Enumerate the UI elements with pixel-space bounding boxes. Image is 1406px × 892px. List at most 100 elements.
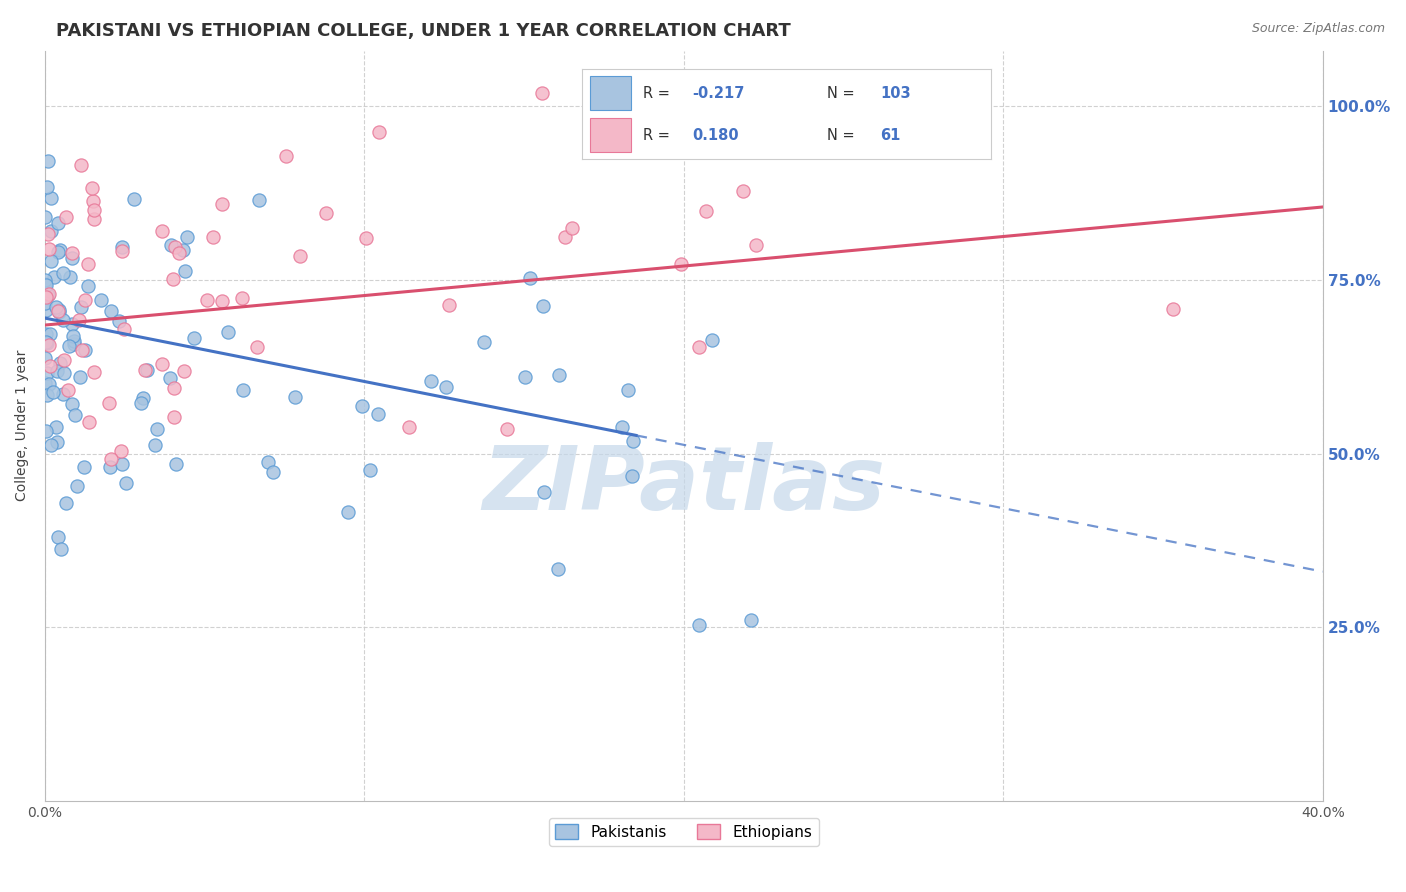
Point: [39, 438, 62, 452]
Point: [159, 371, 181, 385]
Point: [202, 230, 225, 244]
Point: [49, 356, 72, 370]
Point: [548, 368, 571, 382]
Point: [132, 392, 155, 406]
Point: [60, 318, 83, 332]
Point: [688, 618, 710, 632]
Point: [211, 197, 233, 211]
Point: [211, 294, 233, 309]
Point: [547, 562, 569, 576]
Point: [134, 363, 156, 377]
Point: [34, 273, 56, 287]
Point: [62, 329, 84, 343]
Point: [37, 336, 59, 351]
Point: [616, 383, 638, 397]
Point: [1161, 301, 1184, 316]
Point: [114, 476, 136, 491]
Point: [163, 240, 186, 254]
Point: [740, 614, 762, 628]
Point: [533, 484, 555, 499]
Point: [111, 240, 134, 254]
Point: [420, 374, 443, 388]
Legend: Pakistanis, Ethiopians: Pakistanis, Ethiopians: [550, 818, 818, 846]
Point: [97, 396, 120, 410]
Point: [48, 305, 70, 319]
Point: [217, 325, 239, 339]
Point: [38, 243, 60, 257]
Point: [44, 270, 66, 285]
Point: [688, 340, 710, 354]
Point: [38, 287, 60, 301]
Point: [82, 194, 104, 209]
Point: [231, 291, 253, 305]
Point: [122, 192, 145, 206]
Point: [129, 396, 152, 410]
Point: [183, 331, 205, 345]
Point: [35, 290, 58, 304]
Point: [143, 437, 166, 451]
Point: [246, 340, 269, 354]
Point: [63, 337, 86, 351]
Point: [55, 496, 77, 510]
Point: [165, 457, 187, 471]
Point: [35, 335, 58, 350]
Point: [315, 206, 337, 220]
Point: [150, 357, 173, 371]
Point: [100, 304, 122, 318]
Point: [73, 293, 96, 307]
Point: [167, 245, 190, 260]
Point: [83, 212, 105, 227]
Point: [58, 338, 80, 352]
Point: [173, 263, 195, 277]
Text: PAKISTANI VS ETHIOPIAN COLLEGE, UNDER 1 YEAR CORRELATION CHART: PAKISTANI VS ETHIOPIAN COLLEGE, UNDER 1 …: [56, 22, 792, 40]
Point: [75, 343, 97, 358]
Point: [436, 380, 458, 394]
Point: [48, 530, 70, 544]
Point: [37, 227, 59, 241]
Point: [37, 287, 59, 301]
Point: [39, 254, 62, 268]
Point: [398, 420, 420, 434]
Y-axis label: College, Under 1 year: College, Under 1 year: [15, 350, 30, 501]
Point: [519, 271, 541, 285]
Point: [98, 459, 121, 474]
Point: [256, 455, 278, 469]
Point: [38, 359, 60, 373]
Point: [52, 387, 75, 401]
Point: [69, 158, 91, 172]
Point: [112, 322, 135, 336]
Point: [561, 221, 583, 235]
Point: [34, 277, 56, 291]
Point: [41, 384, 63, 399]
Point: [150, 224, 173, 238]
Point: [70, 301, 93, 315]
Point: [34, 211, 56, 225]
Point: [172, 244, 194, 258]
Point: [731, 185, 754, 199]
Point: [159, 238, 181, 252]
Point: [173, 364, 195, 378]
Point: [34, 326, 56, 341]
Point: [100, 452, 122, 467]
Point: [176, 229, 198, 244]
Point: [531, 299, 554, 313]
Point: [45, 364, 67, 378]
Point: [76, 279, 98, 293]
Point: [700, 333, 723, 347]
Point: [79, 415, 101, 429]
Point: [67, 313, 90, 327]
Point: [35, 388, 58, 402]
Point: [80, 180, 103, 194]
Point: [35, 367, 58, 381]
Point: [37, 154, 59, 169]
Point: [53, 366, 76, 380]
Point: [69, 370, 91, 384]
Point: [135, 363, 157, 377]
Point: [34, 351, 56, 365]
Point: [439, 298, 461, 312]
Point: [274, 149, 297, 163]
Point: [63, 334, 86, 348]
Point: [38, 377, 60, 392]
Point: [46, 245, 69, 260]
Point: [76, 257, 98, 271]
